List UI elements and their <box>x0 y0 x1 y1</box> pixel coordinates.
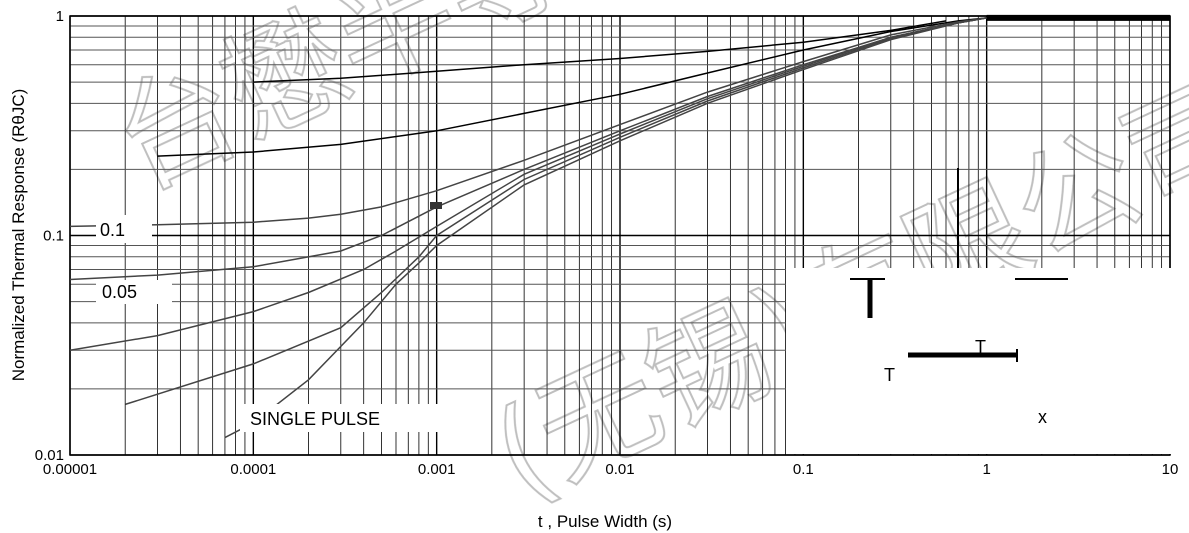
x-tick-label: 0.1 <box>793 461 814 478</box>
inset-label-t2: T <box>975 337 986 357</box>
x-tick-label: 1 <box>982 461 990 478</box>
curve-2 <box>69 17 987 228</box>
curve-1 <box>157 17 987 157</box>
x-tick-label: 0.0001 <box>230 461 276 478</box>
plot-frame <box>69 15 1171 456</box>
x-tick-label: 0.01 <box>605 461 634 478</box>
x-tick-label: 0.001 <box>418 461 456 478</box>
curves <box>69 14 1170 439</box>
label-bg-01 <box>96 215 152 243</box>
watermark-text-1: 台懋半导 <box>94 0 588 216</box>
inset-label-t1: T <box>884 365 895 385</box>
duty-label-0-1: 0.1 <box>100 220 125 240</box>
curve-6 <box>224 17 987 439</box>
label-bg-single <box>240 404 440 432</box>
x-tick-label: 10 <box>1162 461 1179 478</box>
y-axis-title: Normalized Thermal Response (RθJC) <box>9 89 28 382</box>
duty-label-0-05: 0.05 <box>102 282 137 302</box>
curve-5 <box>124 17 987 406</box>
x-axis-title: t , Pulse Width (s) <box>538 512 672 531</box>
curve-0 <box>253 20 947 83</box>
y-tick-label: 0.1 <box>43 228 64 245</box>
y-tick-label: 1 <box>56 8 64 25</box>
single-pulse-label: SINGLE PULSE <box>250 409 380 429</box>
y-tick-label: 0.01 <box>35 447 64 464</box>
inset-label-x: x <box>1038 407 1047 427</box>
marker-block <box>430 202 442 209</box>
x-tick-label: 0.00001 <box>43 461 97 478</box>
label-bg-005 <box>96 280 172 304</box>
curve-4 <box>69 17 987 352</box>
inset-background <box>786 268 1171 454</box>
tick-labels: 0.00001 0.0001 0.001 0.01 0.1 1 10 0.01 0.1 1 <box>35 8 1179 478</box>
